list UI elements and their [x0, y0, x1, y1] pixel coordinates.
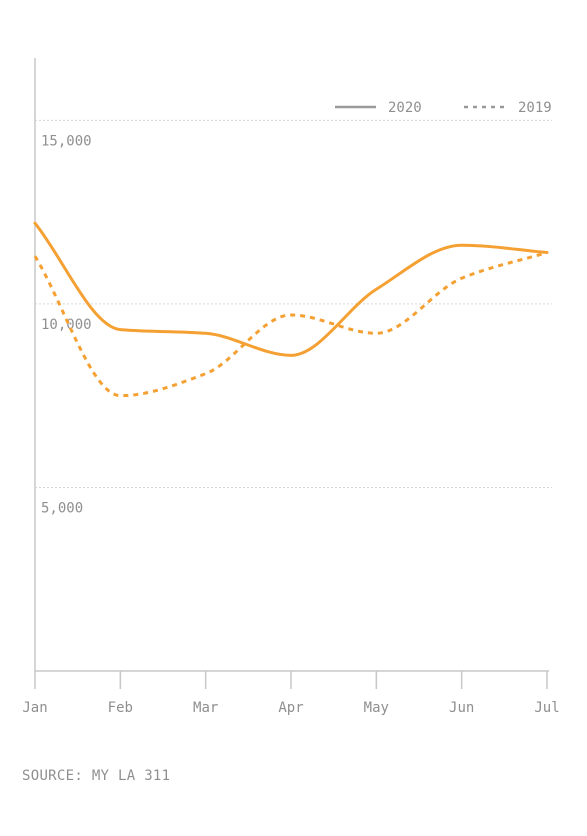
x-tick-label-mar: Mar [193, 700, 218, 716]
y-tick-label-15000: 15,000 [41, 133, 92, 149]
x-axis-ticks: Jan Feb Mar Apr May Jun Jul [22, 671, 560, 716]
legend-label-2020: 2020 [388, 100, 422, 116]
x-tick-label-jan: Jan [22, 700, 47, 716]
x-tick-label-jul: Jul [534, 700, 559, 716]
y-axis-labels: 5,000 10,000 15,000 [41, 133, 92, 516]
legend: 2020 2019 [335, 100, 552, 116]
x-tick-label-jun: Jun [449, 700, 474, 716]
x-tick-label-apr: Apr [278, 700, 303, 716]
x-tick-label-may: May [364, 700, 389, 716]
legend-label-2019: 2019 [518, 100, 552, 116]
y-tick-label-5000: 5,000 [41, 500, 83, 516]
x-tick-label-feb: Feb [108, 700, 133, 716]
series-lines [33, 221, 549, 398]
gridlines [35, 119, 552, 488]
source-note: SOURCE: MY LA 311 [22, 768, 171, 784]
series-line-2019 [33, 251, 548, 398]
series-line-2020 [33, 221, 549, 357]
y-tick-label-10000: 10,000 [41, 317, 92, 333]
